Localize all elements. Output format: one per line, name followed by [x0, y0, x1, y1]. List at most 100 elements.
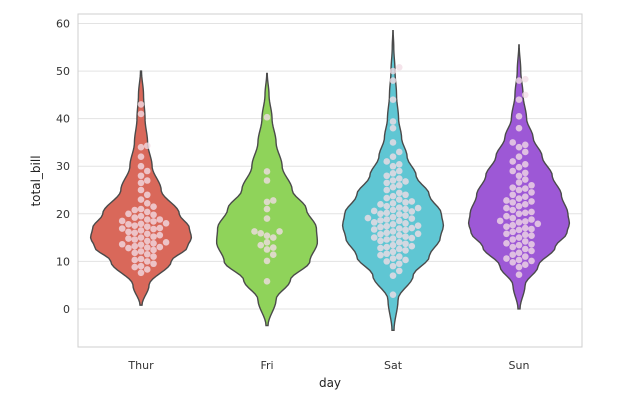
point-sun	[521, 218, 529, 225]
point-thur	[137, 196, 145, 203]
point-sat	[364, 214, 372, 222]
point-thur	[156, 243, 164, 251]
point-sun	[515, 234, 523, 241]
y-tick-40: 40	[56, 113, 70, 126]
point-thur	[143, 142, 151, 150]
x-tick-labels: Thur Fri Sat Sun	[127, 359, 529, 372]
point-sat	[395, 175, 403, 182]
point-sun	[515, 219, 523, 226]
point-sun	[515, 226, 523, 234]
point-sun	[521, 148, 529, 156]
point-thur	[137, 162, 145, 170]
point-sat	[408, 208, 416, 215]
point-sat	[383, 179, 391, 187]
point-thur	[137, 172, 145, 180]
point-sun	[509, 184, 517, 191]
point-sat	[389, 118, 397, 125]
y-tick-20: 20	[56, 208, 70, 221]
point-sat	[402, 205, 409, 213]
point-sun	[534, 220, 542, 228]
point-sat	[389, 272, 397, 279]
point-sat	[389, 96, 397, 103]
point-sat	[402, 226, 409, 234]
point-thur	[118, 240, 126, 248]
point-thur	[131, 249, 139, 257]
point-thur	[150, 253, 157, 260]
y-tick-10: 10	[56, 255, 70, 268]
point-sat	[395, 161, 403, 168]
point-thur	[143, 230, 151, 238]
point-sun	[528, 247, 535, 255]
point-sun	[515, 249, 523, 257]
point-sat	[383, 216, 391, 223]
point-thur	[143, 237, 151, 245]
point-thur	[143, 258, 151, 265]
point-sun	[515, 124, 523, 132]
point-sat	[395, 217, 403, 225]
point-sun	[509, 221, 517, 229]
point-thur	[131, 222, 139, 229]
point-thur	[150, 233, 157, 240]
point-sun	[521, 200, 529, 208]
point-fri	[269, 234, 277, 241]
point-sat	[370, 234, 378, 241]
point-thur	[143, 244, 151, 251]
point-sun	[528, 216, 535, 223]
point-sat	[395, 189, 403, 197]
y-tick-60: 60	[56, 18, 70, 31]
point-sat	[402, 191, 409, 199]
point-sat	[414, 222, 422, 229]
point-sun	[521, 224, 529, 232]
point-fri	[263, 198, 271, 206]
point-sat	[377, 223, 384, 231]
point-sat	[370, 219, 378, 226]
point-sat	[389, 241, 397, 249]
point-fri	[263, 215, 271, 222]
point-sat	[377, 217, 384, 224]
point-sun	[528, 189, 535, 196]
point-thur	[150, 239, 157, 247]
point-fri	[263, 246, 271, 253]
point-sun	[528, 198, 535, 205]
point-thur	[143, 223, 151, 230]
point-fri	[263, 205, 271, 213]
point-sun	[521, 91, 529, 99]
point-sun	[521, 238, 529, 245]
point-sat	[383, 209, 391, 217]
point-thur	[143, 208, 151, 216]
point-sat	[383, 229, 391, 237]
point-sat	[383, 194, 391, 202]
point-fri	[269, 251, 277, 259]
point-sat	[389, 228, 397, 235]
point-sat	[389, 153, 397, 161]
point-sun	[528, 181, 535, 189]
point-thur	[125, 210, 132, 218]
point-thur	[131, 242, 139, 250]
point-sat	[395, 267, 403, 275]
point-sat	[408, 224, 416, 232]
point-sun	[528, 257, 535, 265]
point-thur	[131, 236, 139, 243]
point-sun	[515, 163, 523, 171]
point-thur	[150, 211, 157, 219]
point-thur	[118, 217, 126, 225]
point-sat	[408, 234, 416, 242]
point-sat	[389, 206, 397, 214]
point-sun	[515, 210, 523, 218]
point-sat	[389, 170, 397, 177]
point-sun	[521, 176, 529, 183]
point-sun	[509, 191, 517, 199]
point-thur	[156, 216, 164, 223]
point-sat	[395, 231, 403, 239]
point-sat	[395, 260, 403, 268]
point-fri	[269, 197, 277, 204]
point-fri	[263, 239, 271, 246]
point-sat	[395, 167, 403, 175]
point-sat	[389, 248, 397, 256]
point-sun	[528, 208, 535, 216]
point-sun	[509, 167, 517, 175]
point-sun	[509, 139, 517, 146]
point-sat	[383, 202, 391, 210]
point-sat	[408, 242, 416, 250]
point-sun	[521, 169, 529, 177]
